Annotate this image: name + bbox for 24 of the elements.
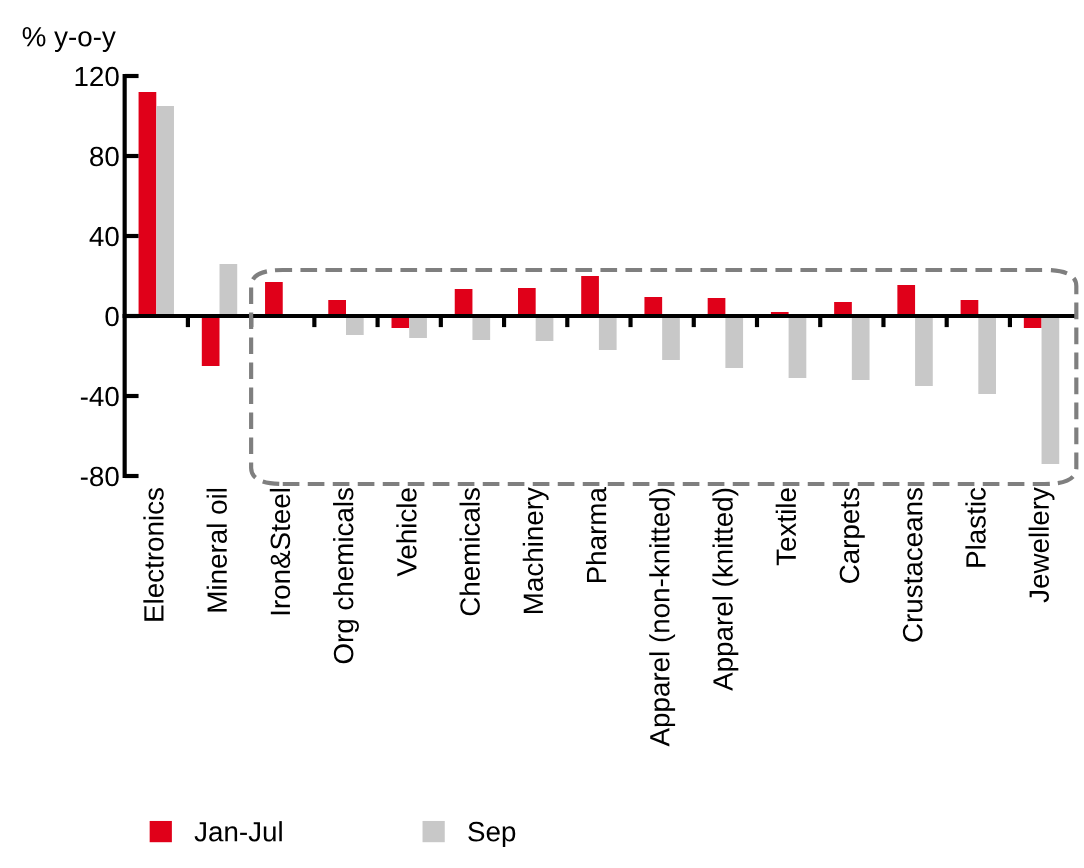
y-tick-label: 120 xyxy=(75,66,119,87)
x-tick-label: Pharma xyxy=(585,487,607,583)
x-tick-label: Plastic xyxy=(965,487,986,567)
legend-label: Sep xyxy=(468,821,516,847)
x-tick-label: Apparel (knitted) xyxy=(712,488,739,691)
x-tick-label: Crustaceans xyxy=(902,488,923,642)
x-tick-label: Electronics xyxy=(143,488,164,621)
x-tick-label: Iron&Steel xyxy=(269,488,291,615)
y-tick-label: 80 xyxy=(90,146,119,167)
y-axis-title: % y-o-y xyxy=(22,26,116,53)
x-tick-label: Machinery xyxy=(522,487,549,613)
x-tick-label: Carpets xyxy=(839,488,865,583)
x-tick-label: Org chemicals xyxy=(333,488,359,664)
x-tick-label: Jewellery xyxy=(1028,487,1055,603)
y-tick-label: -40 xyxy=(80,386,119,407)
x-tick-label: Apparel (non-knitted) xyxy=(649,488,676,747)
y-tick-label: 40 xyxy=(89,226,119,247)
y-tick-label: 0 xyxy=(105,306,119,327)
x-tick-label: Textile xyxy=(775,488,797,566)
x-tick-label: Mineral oil xyxy=(206,488,227,612)
legend-label: Jan-Jul xyxy=(194,821,282,842)
y-tick-label: -80 xyxy=(80,466,119,487)
x-tick-label: Chemicals xyxy=(459,488,480,616)
x-tick-label: Vehicle xyxy=(396,488,417,577)
